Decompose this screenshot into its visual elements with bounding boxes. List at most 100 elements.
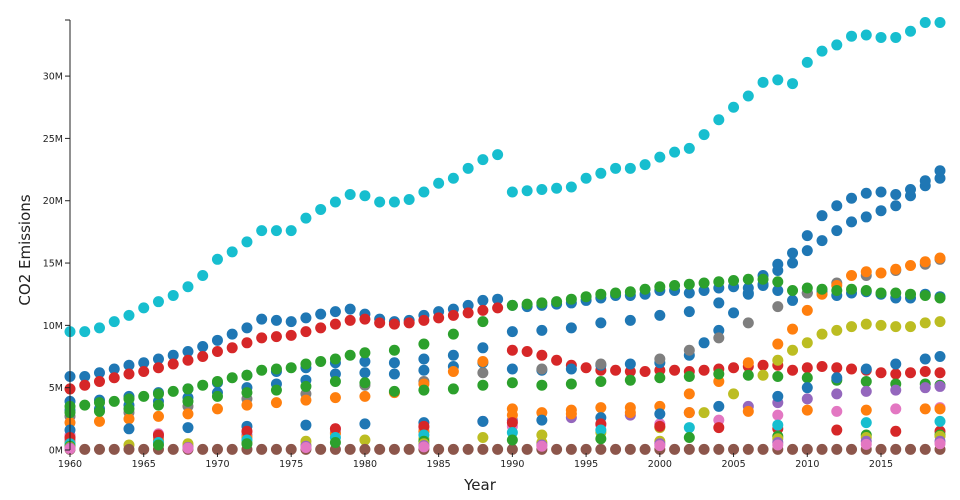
data-point[interactable] [713, 332, 725, 344]
data-point[interactable] [610, 162, 622, 174]
data-point[interactable] [846, 270, 858, 282]
data-point[interactable] [506, 186, 518, 198]
data-point[interactable] [506, 377, 518, 389]
data-point[interactable] [860, 211, 872, 223]
data-point[interactable] [934, 316, 946, 328]
data-point[interactable] [742, 317, 754, 329]
data-point[interactable] [536, 349, 548, 361]
data-point[interactable] [890, 425, 902, 437]
data-point[interactable] [669, 279, 681, 291]
data-point[interactable] [388, 196, 400, 208]
data-point[interactable] [595, 317, 607, 329]
data-point[interactable] [624, 443, 636, 455]
data-point[interactable] [639, 159, 651, 171]
data-point[interactable] [182, 408, 194, 420]
data-point[interactable] [270, 363, 282, 375]
data-point[interactable] [787, 257, 799, 269]
data-point[interactable] [801, 282, 813, 294]
data-point[interactable] [211, 390, 223, 402]
data-point[interactable] [683, 407, 695, 419]
data-point[interactable] [816, 210, 828, 222]
data-point[interactable] [772, 419, 784, 431]
data-point[interactable] [639, 365, 651, 377]
data-point[interactable] [565, 408, 577, 420]
data-point[interactable] [580, 362, 592, 374]
data-point[interactable] [846, 192, 858, 204]
data-point[interactable] [418, 186, 430, 198]
data-point[interactable] [270, 397, 282, 409]
data-point[interactable] [300, 212, 312, 224]
data-point[interactable] [418, 441, 430, 453]
data-point[interactable] [831, 372, 843, 384]
data-point[interactable] [388, 385, 400, 397]
data-point[interactable] [93, 405, 105, 417]
data-point[interactable] [860, 363, 872, 375]
data-point[interactable] [551, 182, 563, 194]
data-point[interactable] [108, 395, 120, 407]
data-point[interactable] [565, 322, 577, 334]
data-point[interactable] [359, 443, 371, 455]
data-point[interactable] [742, 273, 754, 285]
data-point[interactable] [477, 432, 489, 444]
data-point[interactable] [211, 403, 223, 415]
data-point[interactable] [462, 162, 474, 174]
data-point[interactable] [595, 375, 607, 387]
data-point[interactable] [890, 358, 902, 370]
data-point[interactable] [329, 196, 341, 208]
data-point[interactable] [890, 403, 902, 415]
data-point[interactable] [447, 365, 459, 377]
data-point[interactable] [506, 299, 518, 311]
data-point[interactable] [167, 443, 179, 455]
data-point[interactable] [728, 274, 740, 286]
data-point[interactable] [831, 324, 843, 336]
data-point[interactable] [167, 358, 179, 370]
data-point[interactable] [610, 364, 622, 376]
data-point[interactable] [860, 284, 872, 296]
data-point[interactable] [138, 443, 150, 455]
data-point[interactable] [506, 363, 518, 375]
data-point[interactable] [875, 319, 887, 331]
data-point[interactable] [477, 294, 489, 306]
data-point[interactable] [285, 362, 297, 374]
data-point[interactable] [919, 382, 931, 394]
data-point[interactable] [890, 188, 902, 200]
data-point[interactable] [890, 31, 902, 43]
data-point[interactable] [492, 293, 504, 305]
data-point[interactable] [654, 408, 666, 420]
data-point[interactable] [226, 443, 238, 455]
data-point[interactable] [890, 384, 902, 396]
data-point[interactable] [506, 443, 518, 455]
data-point[interactable] [241, 337, 253, 349]
data-point[interactable] [713, 297, 725, 309]
data-point[interactable] [551, 354, 563, 366]
data-point[interactable] [108, 443, 120, 455]
data-point[interactable] [182, 383, 194, 395]
data-point[interactable] [801, 230, 813, 242]
data-point[interactable] [447, 172, 459, 184]
data-point[interactable] [256, 313, 268, 325]
data-point[interactable] [123, 359, 135, 371]
data-point[interactable] [890, 321, 902, 333]
data-point[interactable] [801, 362, 813, 374]
data-point[interactable] [565, 181, 577, 193]
data-point[interactable] [270, 384, 282, 396]
data-point[interactable] [344, 349, 356, 361]
data-point[interactable] [315, 203, 327, 215]
data-point[interactable] [211, 443, 223, 455]
data-point[interactable] [123, 393, 135, 405]
data-point[interactable] [713, 114, 725, 126]
data-point[interactable] [831, 424, 843, 436]
data-point[interactable] [359, 418, 371, 430]
data-point[interactable] [890, 263, 902, 275]
data-point[interactable] [565, 378, 577, 390]
data-point[interactable] [905, 367, 917, 379]
data-point[interactable] [79, 370, 91, 382]
data-point[interactable] [934, 380, 946, 392]
data-point[interactable] [654, 420, 666, 432]
data-point[interactable] [713, 368, 725, 380]
data-point[interactable] [816, 328, 828, 340]
data-point[interactable] [683, 443, 695, 455]
data-point[interactable] [477, 443, 489, 455]
data-point[interactable] [831, 225, 843, 237]
data-point[interactable] [536, 379, 548, 391]
